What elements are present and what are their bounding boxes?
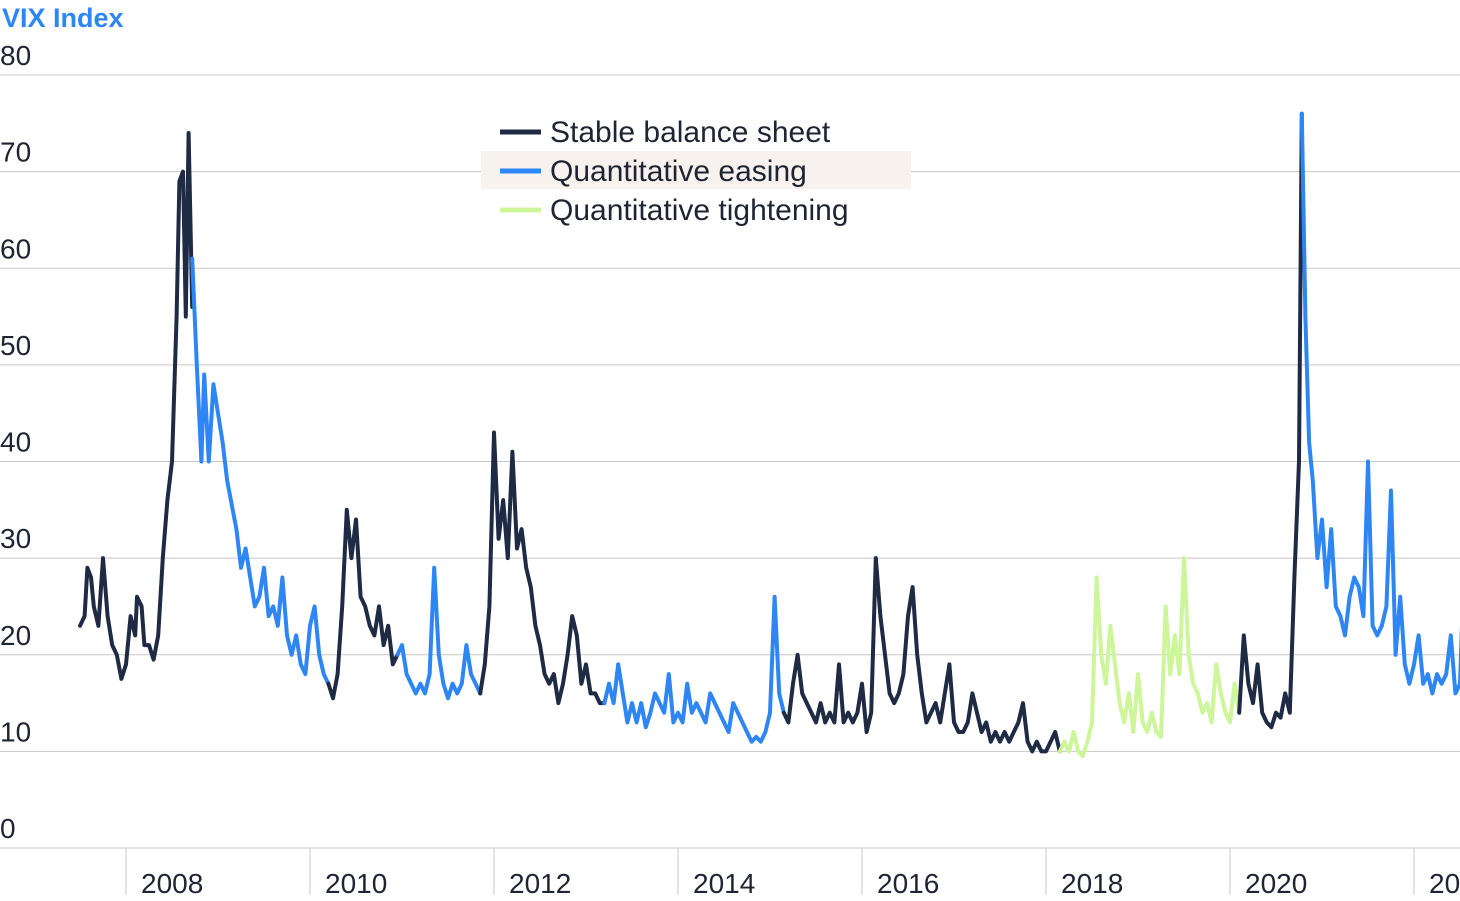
legend-highlight [481, 151, 911, 189]
y-tick-80: 80 [0, 40, 31, 71]
series-easing-4 [1299, 111, 1460, 696]
x-tick-2010: 2010 [325, 868, 387, 899]
y-tick-10: 10 [0, 716, 31, 747]
y-tick-60: 60 [0, 233, 31, 264]
y-tick-30: 30 [0, 523, 31, 554]
series-tightening-1 [1057, 556, 1242, 759]
y-tick-40: 40 [0, 427, 31, 458]
series-stable-3 [478, 430, 607, 706]
series-stable-4 [781, 556, 1062, 754]
series-easing-2 [395, 565, 483, 701]
legend: Stable balance sheet Quantitative easing Q… [481, 116, 911, 227]
x-tick-2014: 2014 [693, 868, 755, 899]
legend-label-stable: Stable balance sheet [550, 116, 831, 149]
series-easing-1 [190, 256, 331, 686]
y-tick-70: 70 [0, 137, 31, 168]
x-tick-2022: 2022 [1429, 868, 1460, 899]
y-tick-20: 20 [0, 620, 31, 651]
x-tick-2020: 2020 [1245, 868, 1307, 899]
y-tick-0: 0 [0, 813, 16, 844]
x-tick-labels: 2008 2010 2012 2014 2016 2018 2020 2022 [125, 848, 1460, 899]
x-tick-2018: 2018 [1061, 868, 1123, 899]
legend-label-easing: Quantitative easing [550, 155, 807, 188]
series-stable-2 [326, 507, 400, 701]
series-lines [78, 111, 1460, 759]
y-tick-labels: 0 10 20 30 40 50 60 70 80 [0, 40, 31, 844]
legend-label-tightening: Quantitative tightening [550, 194, 849, 227]
x-tick-2016: 2016 [877, 868, 939, 899]
y-axis-title: VIX Index [2, 3, 124, 33]
series-easing-3 [602, 594, 786, 744]
x-tick-2008: 2008 [141, 868, 203, 899]
y-tick-50: 50 [0, 330, 31, 361]
x-tick-2012: 2012 [509, 868, 571, 899]
series-stable-1 [78, 131, 195, 681]
series-stable-5 [1237, 111, 1304, 730]
